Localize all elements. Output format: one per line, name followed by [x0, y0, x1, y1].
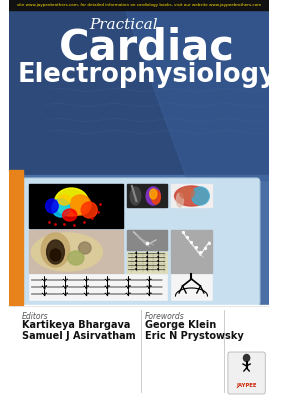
Bar — [126, 184, 168, 207]
Bar — [9, 10, 269, 180]
Bar — [171, 274, 212, 300]
Text: Editors: Editors — [22, 312, 48, 321]
Text: Practical: Practical — [89, 18, 158, 32]
Circle shape — [244, 354, 250, 362]
Ellipse shape — [180, 187, 194, 199]
Bar — [9, 170, 23, 305]
Bar — [171, 230, 212, 273]
Text: Electrophysiology: Electrophysiology — [18, 62, 277, 88]
Ellipse shape — [150, 189, 157, 199]
Ellipse shape — [58, 195, 71, 205]
Bar — [9, 0, 269, 10]
Text: Kartikeya Bhargava: Kartikeya Bhargava — [22, 320, 130, 330]
FancyBboxPatch shape — [22, 178, 260, 306]
Bar — [9, 175, 269, 305]
Ellipse shape — [68, 251, 84, 265]
Text: Forewords: Forewords — [145, 312, 185, 321]
Bar — [126, 230, 168, 250]
Ellipse shape — [192, 187, 209, 205]
Ellipse shape — [46, 199, 58, 213]
Ellipse shape — [176, 193, 183, 207]
Circle shape — [50, 249, 61, 261]
Ellipse shape — [79, 242, 91, 254]
Ellipse shape — [47, 240, 64, 264]
Text: site www.jaypeebrothers.com, for detailed information on cardiology books, visit: site www.jaypeebrothers.com, for detaile… — [17, 3, 261, 7]
Bar — [29, 230, 123, 273]
Ellipse shape — [175, 186, 208, 206]
Text: Cardiac: Cardiac — [59, 27, 235, 69]
Polygon shape — [125, 10, 269, 180]
Text: Samuel J Asirvatham: Samuel J Asirvatham — [22, 331, 135, 341]
Text: Eric N Prystowsky: Eric N Prystowsky — [145, 331, 244, 341]
Bar — [29, 184, 123, 228]
Ellipse shape — [152, 190, 160, 204]
Bar — [29, 274, 166, 300]
FancyBboxPatch shape — [228, 352, 265, 394]
Ellipse shape — [32, 233, 102, 271]
Bar — [9, 305, 269, 400]
Ellipse shape — [62, 209, 77, 221]
Ellipse shape — [41, 233, 70, 267]
Ellipse shape — [81, 202, 97, 218]
Ellipse shape — [130, 187, 141, 205]
Bar — [126, 252, 168, 273]
Text: JAYPEE: JAYPEE — [236, 382, 257, 388]
Ellipse shape — [55, 188, 88, 216]
Ellipse shape — [52, 199, 70, 217]
Text: George Klein: George Klein — [145, 320, 216, 330]
Ellipse shape — [70, 195, 91, 215]
Ellipse shape — [146, 187, 160, 205]
Bar — [171, 184, 212, 207]
